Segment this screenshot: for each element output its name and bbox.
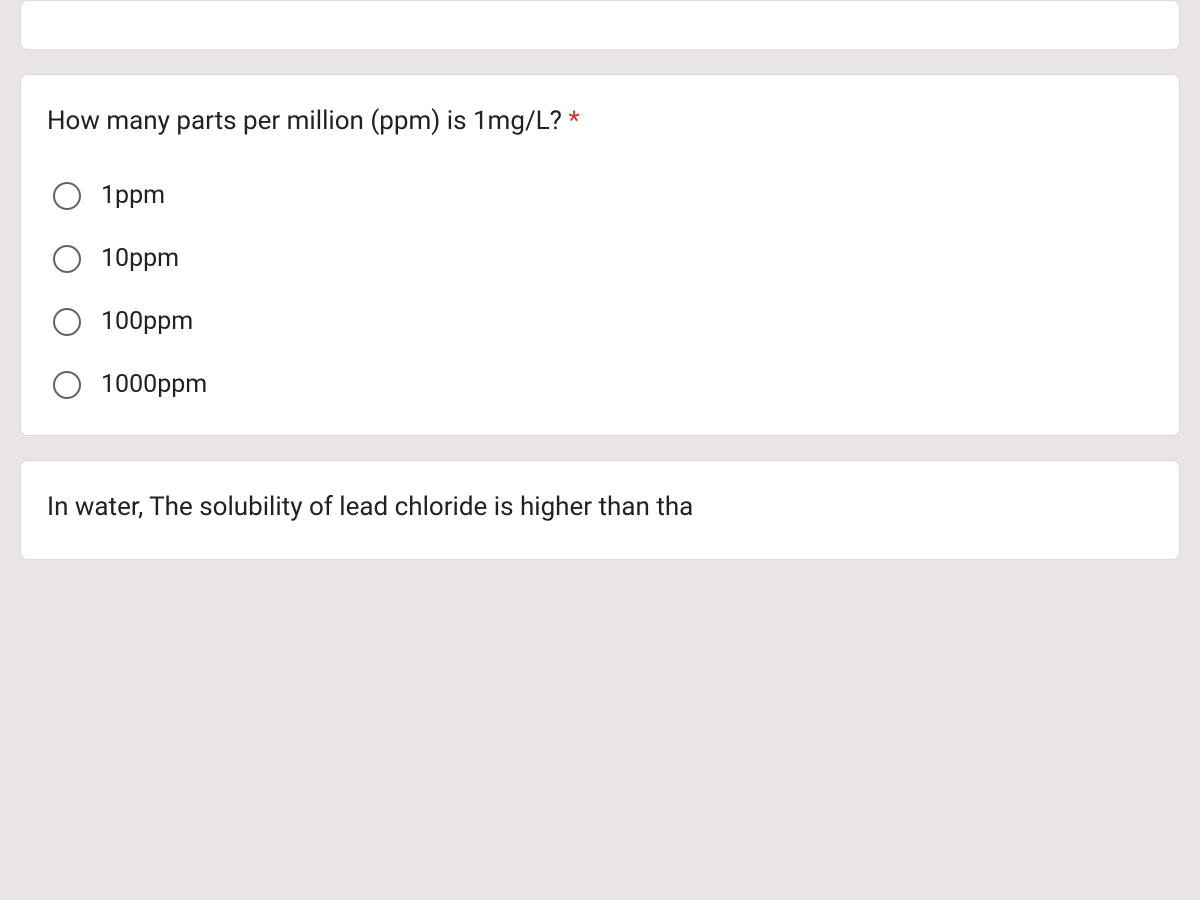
required-asterisk: * <box>562 106 580 136</box>
option-label: 1ppm <box>101 181 165 210</box>
option-label: 1000ppm <box>101 370 207 399</box>
radio-icon[interactable] <box>53 308 81 336</box>
radio-icon[interactable] <box>53 182 81 210</box>
options-group: 1ppm 10ppm 100ppm 1000ppm <box>47 181 1153 399</box>
question-title: How many parts per million (ppm) is 1mg/… <box>47 106 562 136</box>
option-1ppm[interactable]: 1ppm <box>53 181 1153 210</box>
radio-icon[interactable] <box>53 245 81 273</box>
option-label: 10ppm <box>101 244 179 273</box>
option-100ppm[interactable]: 100ppm <box>53 307 1153 336</box>
question-card: How many parts per million (ppm) is 1mg/… <box>20 74 1180 436</box>
option-label: 100ppm <box>101 307 193 336</box>
question-text: How many parts per million (ppm) is 1mg/… <box>47 103 1153 139</box>
radio-icon[interactable] <box>53 371 81 399</box>
option-1000ppm[interactable]: 1000ppm <box>53 370 1153 399</box>
previous-card-bottom <box>20 0 1180 50</box>
option-10ppm[interactable]: 10ppm <box>53 244 1153 273</box>
next-question-card: In water, The solubility of lead chlorid… <box>20 460 1180 560</box>
next-question-text: In water, The solubility of lead chlorid… <box>47 489 1153 525</box>
